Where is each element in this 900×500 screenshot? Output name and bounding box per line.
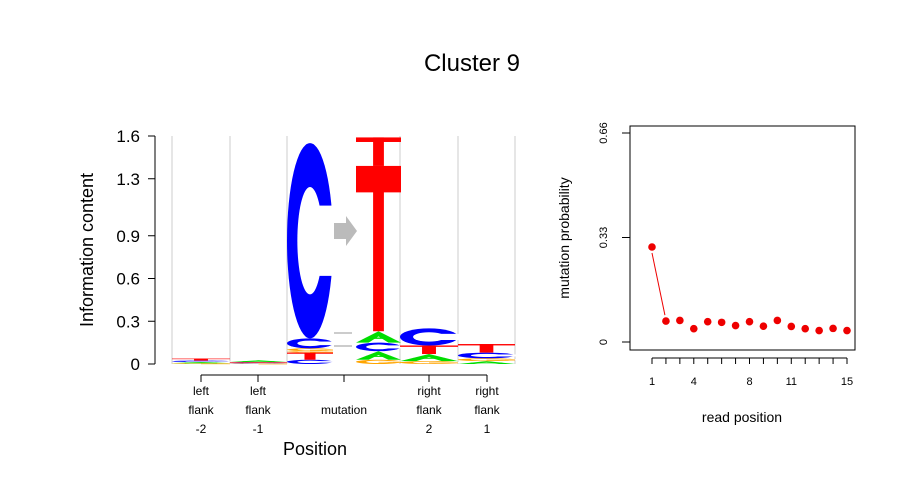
logo-x-tick-label: right [475, 384, 499, 398]
logo-x-tick-label: left [193, 384, 210, 398]
logo-letter-T [458, 344, 515, 353]
logo-letter-G [172, 363, 231, 365]
logo-letter-T [400, 345, 458, 355]
scatter-point [843, 326, 851, 335]
logo-letter-G [230, 363, 288, 365]
logo-column [458, 344, 516, 364]
chart-title: Cluster 9 [424, 50, 520, 77]
scatter-y-tick-label: 0.66 [598, 122, 610, 143]
scatter-point [815, 326, 823, 335]
scatter-x-tick-label: 8 [746, 376, 752, 388]
logo-marks [171, 136, 516, 365]
logo-x-tick-label: -1 [253, 422, 264, 436]
logo-column [400, 328, 459, 365]
logo-x-tick-label: flank [188, 403, 214, 417]
logo-axes: 0 0.3 0.6 0.9 1.3 1.6 left flank -2 left flank -1 mu… [116, 127, 500, 436]
scatter-marks [648, 243, 851, 335]
scatter-x-tick-label: 4 [691, 376, 697, 388]
logo-letter-G [400, 361, 459, 365]
scatter-point [787, 322, 796, 331]
sequence-logo-chart: 0 0.3 0.6 0.9 1.3 1.6 left flank -2 left flank -1 mu… [77, 127, 516, 459]
logo-x-tick-label: 2 [426, 422, 433, 436]
mutation-arrow [334, 216, 357, 246]
logo-letter-G [287, 351, 334, 353]
logo-letter-T [287, 352, 333, 360]
logo-y-tick-label: 0.3 [116, 312, 140, 331]
scatter-plot-frame [629, 125, 856, 351]
scatter-point [703, 317, 712, 326]
scatter-connector [651, 252, 666, 316]
logo-letter-G [356, 359, 402, 364]
scatter-point [829, 324, 837, 333]
logo-letter-A [230, 360, 287, 363]
logo-y-tick-label: 0.6 [116, 270, 140, 289]
logo-letter-G [458, 358, 516, 362]
logo-letter-T [230, 362, 287, 363]
logo-letter-A [356, 351, 401, 360]
logo-letter-T [172, 358, 230, 361]
scatter-point [676, 316, 684, 325]
scatter-x-tick-label: 11 [786, 376, 797, 388]
logo-x-tick-label: left [250, 384, 267, 398]
logo-letter-T [356, 137, 401, 166]
logo-letter-C [230, 362, 288, 364]
logo-y-tick-label: 0.9 [116, 227, 140, 246]
logo-y-tick-label: 1.3 [116, 170, 140, 189]
scatter-point [717, 318, 726, 327]
logo-x-tick-label: right [417, 384, 441, 398]
logo-x-tick-label: flank [474, 403, 500, 417]
scatter-y-axis-label: mutation probability [556, 177, 572, 298]
logo-letter-C [172, 360, 231, 363]
scatter-x-tick-label: 15 [841, 376, 853, 388]
logo-x-tick-label: flank [416, 403, 442, 417]
logo-y-tick-label: 0 [131, 355, 140, 374]
scatter-point [773, 316, 782, 325]
scatter-point [801, 324, 810, 333]
scatter-point [648, 243, 656, 251]
logo-letter-T [356, 165, 401, 332]
logo-letter-C [287, 338, 334, 349]
logo-letter-A [400, 354, 458, 362]
logo-y-axis-label: Information content [77, 173, 97, 327]
logo-y-tick-label: 1.6 [116, 127, 140, 146]
logo-column [172, 358, 231, 365]
logo-x-axis-label: Position [283, 439, 347, 459]
logo-letter-C [356, 342, 402, 352]
logo-letter-C [458, 352, 516, 359]
logo-x-tick-label: mutation [321, 403, 367, 417]
logo-x-tick-label: -2 [196, 422, 207, 436]
logo-x-tick-label: 1 [484, 422, 491, 436]
logo-letter-G [287, 348, 334, 352]
logo-x-tick-label: flank [245, 403, 271, 417]
logo-letter-A [172, 362, 230, 364]
scatter-y-tick-label: 0.33 [598, 227, 610, 248]
logo-letter-A [356, 331, 401, 343]
logo-letter-C [287, 143, 334, 339]
scatter-point [689, 324, 698, 333]
scatter-point [731, 321, 740, 330]
scatter-point [662, 317, 670, 325]
logo-letter-C [400, 328, 459, 346]
mutation-probability-chart: 0 0.33 0.66 1 4 8 11 15 mutation probability re… [556, 122, 856, 425]
scatter-point [759, 322, 768, 330]
logo-letter-A [458, 361, 515, 364]
scatter-point [745, 317, 754, 326]
scatter-x-tick-label: 1 [649, 376, 655, 388]
logo-column [230, 360, 288, 365]
scatter-x-axis-label: read position [702, 409, 782, 425]
logo-column [287, 137, 402, 364]
logo-letter-C [287, 359, 334, 364]
scatter-y-tick-label: 0 [598, 339, 610, 345]
scatter-axes: 0 0.33 0.66 1 4 8 11 15 [598, 122, 853, 388]
